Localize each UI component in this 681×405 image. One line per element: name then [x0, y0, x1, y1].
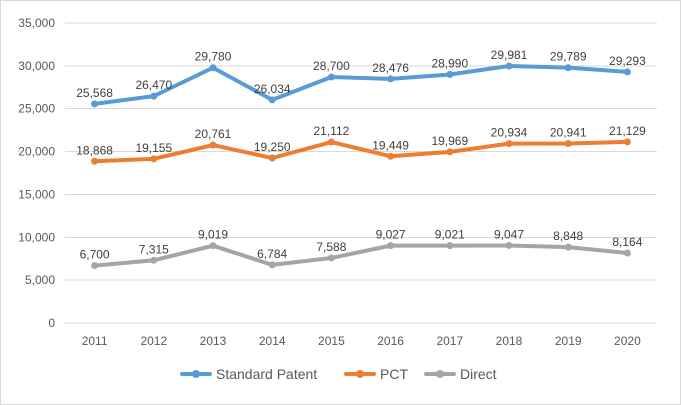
data-label-direct: 8,164	[612, 235, 642, 249]
data-label-standard-patent: 29,981	[491, 48, 528, 62]
x-tick-label: 2011	[82, 334, 108, 348]
data-label-pct: 21,129	[609, 124, 646, 138]
x-tick-label: 2012	[140, 334, 167, 348]
data-point-pct	[91, 157, 99, 165]
x-tick-label: 2019	[555, 334, 582, 348]
data-label-direct: 9,021	[435, 228, 465, 242]
data-point-direct	[91, 262, 99, 270]
data-label-standard-patent: 29,789	[550, 50, 587, 64]
data-label-pct: 19,155	[135, 141, 172, 155]
data-point-pct	[209, 141, 217, 149]
series-line-direct	[92, 243, 630, 268]
data-label-direct: 7,315	[139, 242, 169, 256]
y-tick-label: 25,000	[18, 102, 55, 116]
data-point-direct	[209, 242, 217, 250]
x-tick-label: 2013	[200, 334, 227, 348]
data-point-direct	[564, 243, 572, 251]
data-label-direct: 6,700	[80, 248, 110, 262]
series-line-pct	[92, 139, 630, 164]
data-point-standard-patent	[505, 62, 513, 70]
data-label-direct: 9,019	[198, 228, 228, 242]
data-label-standard-patent: 28,990	[431, 57, 468, 71]
data-label-pct: 19,449	[372, 138, 409, 152]
data-point-standard-patent	[268, 96, 276, 104]
data-label-pct: 20,761	[195, 127, 232, 141]
y-tick-label: 10,000	[18, 230, 55, 244]
data-point-standard-patent	[327, 73, 335, 81]
data-point-pct	[505, 140, 513, 148]
data-point-direct	[268, 261, 276, 269]
data-label-standard-patent: 25,568	[76, 86, 113, 100]
data-point-direct	[623, 249, 631, 257]
data-point-pct	[387, 152, 395, 160]
data-point-standard-patent	[564, 64, 572, 72]
data-label-pct: 19,969	[431, 134, 468, 148]
legend-label-direct: Direct	[460, 366, 497, 382]
data-label-direct: 6,784	[257, 247, 287, 261]
data-label-direct: 8,848	[553, 229, 583, 243]
y-tick-label: 30,000	[18, 59, 55, 73]
data-point-pct	[623, 138, 631, 146]
data-label-pct: 21,112	[313, 124, 349, 138]
x-tick-label: 2016	[377, 334, 404, 348]
data-point-direct	[387, 242, 395, 250]
data-point-standard-patent	[91, 100, 99, 108]
data-label-direct: 7,588	[316, 240, 346, 254]
data-label-standard-patent: 28,476	[372, 61, 409, 75]
legend-marker-standard-patent	[192, 370, 200, 378]
legend-label-standard-patent: Standard Patent	[216, 366, 317, 382]
legend-marker-pct	[356, 370, 364, 378]
data-point-pct	[150, 155, 158, 163]
data-label-standard-patent: 28,700	[313, 59, 350, 73]
x-tick-label: 2020	[614, 334, 641, 348]
data-point-pct	[564, 140, 572, 148]
data-point-direct	[446, 242, 454, 250]
data-label-standard-patent: 29,293	[609, 54, 646, 68]
data-point-standard-patent	[446, 71, 454, 79]
data-label-direct: 9,027	[376, 228, 406, 242]
data-point-standard-patent	[150, 92, 158, 100]
data-point-pct	[268, 154, 276, 162]
data-point-pct	[446, 148, 454, 156]
x-tick-label: 2018	[496, 334, 523, 348]
data-point-standard-patent	[387, 75, 395, 83]
data-point-direct	[327, 254, 335, 262]
y-tick-label: 0	[48, 316, 55, 330]
data-point-direct	[150, 256, 158, 264]
data-point-standard-patent	[623, 68, 631, 76]
x-tick-label: 2014	[259, 334, 286, 348]
legend-marker-direct	[436, 370, 444, 378]
legend-label-pct: PCT	[380, 366, 408, 382]
x-tick-label: 2015	[318, 334, 345, 348]
data-label-standard-patent: 26,470	[135, 78, 172, 92]
x-tick-label: 2017	[436, 334, 463, 348]
y-tick-label: 35,000	[18, 16, 55, 30]
y-tick-label: 20,000	[18, 145, 55, 159]
series-line-standard-patent	[92, 64, 630, 106]
data-point-standard-patent	[209, 64, 217, 72]
data-point-pct	[327, 138, 335, 146]
data-label-pct: 18,868	[76, 143, 113, 157]
data-label-standard-patent: 29,780	[195, 50, 232, 64]
data-label-pct: 20,934	[491, 126, 528, 140]
data-label-standard-patent: 26,034	[254, 82, 291, 96]
y-tick-label: 5,000	[25, 273, 55, 287]
data-label-direct: 9,047	[494, 227, 524, 241]
data-label-pct: 20,941	[550, 126, 587, 140]
y-tick-label: 15,000	[18, 187, 55, 201]
data-label-pct: 19,250	[254, 140, 291, 154]
data-point-direct	[505, 241, 513, 249]
